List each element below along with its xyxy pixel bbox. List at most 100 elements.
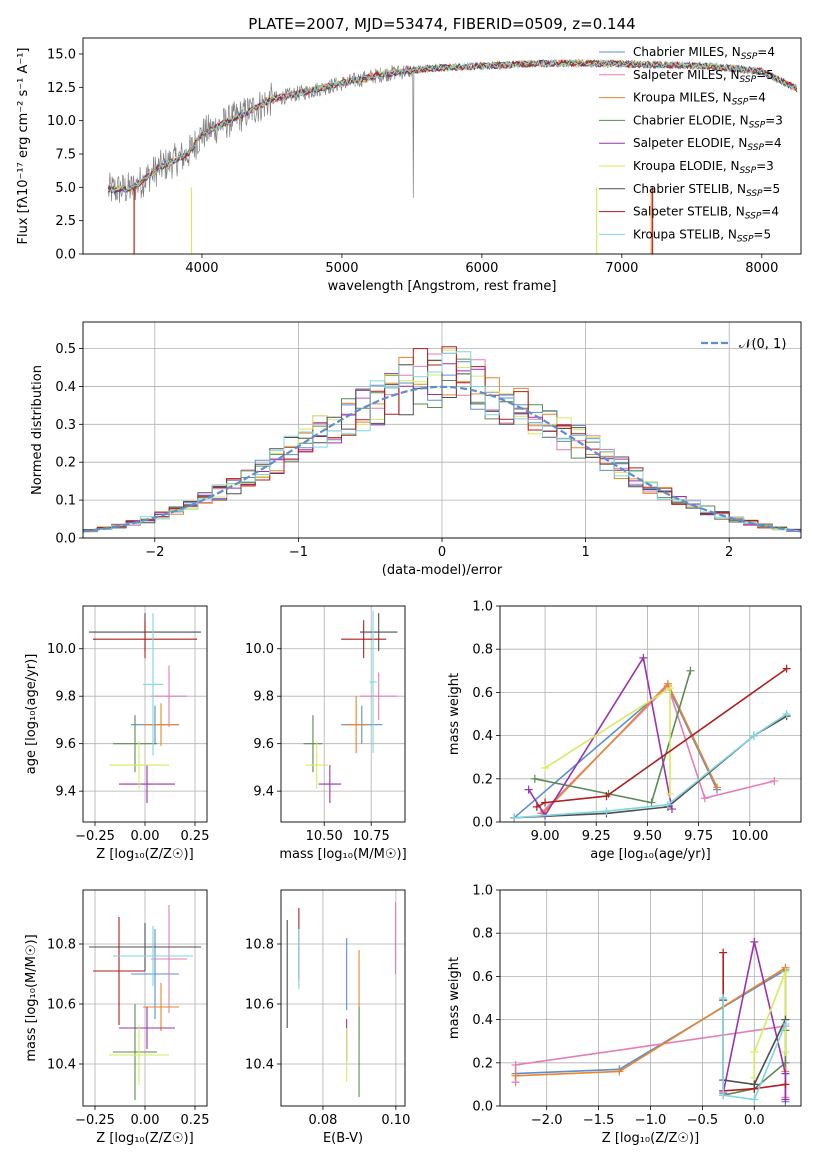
- panel-mass-vs-Z: −0.25 0.00 0.25 10.4 10.6 10.8 Z [log₁₀(Z/Z☉)]…: [24, 889, 209, 1146]
- weight-marker: [530, 774, 539, 783]
- x-tick-label: −1: [289, 545, 308, 560]
- errorbar-point-2: [143, 983, 179, 1031]
- y-tick-label: 7.5: [55, 148, 76, 163]
- weight-marker: [719, 948, 728, 957]
- y-tick-label: 1.0: [472, 600, 493, 615]
- errorbar-point-5: [109, 741, 169, 789]
- y-tick-label: 9.6: [253, 737, 274, 752]
- legend-entry: Kroupa ELODIE, NSSP=3: [633, 159, 774, 176]
- axes-border: [499, 605, 802, 823]
- x-axis-label: Z [log₁₀(Z/Z☉)]: [602, 1131, 699, 1146]
- plot-area: [89, 613, 201, 804]
- y-tick-label: 5.0: [55, 181, 76, 196]
- errorbar-point-3: [113, 1004, 157, 1100]
- weight-marker: [713, 783, 722, 792]
- y-tick-label: 0.4: [472, 729, 493, 744]
- axes-frame: 4000 5000 6000 7000 8000 0.0 2.5 5.0 7.5 10.0 12.5…: [16, 37, 802, 294]
- errorbar-point-1: [359, 672, 398, 720]
- weight-line-8: [722, 998, 787, 1101]
- legend-subscript: SSP: [740, 166, 757, 176]
- errorbar-point-0: [131, 929, 179, 1019]
- axes-frame: 0.08 0.10 10.4 10.6 10.8 E(B-V): [245, 889, 410, 1146]
- x-tick-label: 10.75: [353, 829, 390, 844]
- legend-subscript: SSP: [749, 120, 766, 130]
- weight-marker: [750, 937, 759, 946]
- weight-marker: [781, 968, 790, 977]
- legend-entry: Kroupa MILES, NSSP=4: [633, 91, 766, 108]
- y-tick-label: 10.6: [245, 998, 274, 1013]
- panel-age-vs-Z: −0.25 0.00 0.25 9.4 9.6 9.8 10.0 Z [log₁₀(Z/Z☉)…: [24, 605, 209, 862]
- weight-marker: [510, 813, 519, 822]
- y-tick-label: 0.8: [472, 643, 493, 658]
- weight-marker: [665, 684, 674, 693]
- model-line-8: [108, 59, 798, 195]
- panel-mass-vs-ebv: 0.08 0.10 10.4 10.6 10.8 E(B-V): [245, 889, 410, 1146]
- legend-value: =5: [763, 182, 781, 196]
- legend-text: Chabrier MILES, N: [633, 45, 741, 59]
- weight-marker: [750, 1084, 759, 1093]
- legend-value: =3: [765, 113, 783, 127]
- errorbar-point-8: [113, 926, 193, 986]
- weight-marker: [602, 792, 611, 801]
- y-tick-label: 10.8: [47, 938, 76, 953]
- weight-marker: [781, 1019, 790, 1028]
- legend-value: =4: [748, 91, 766, 105]
- x-tick-label: 8000: [745, 261, 778, 276]
- errorbar-point-7: [93, 620, 197, 659]
- legend-subscript: SSP: [745, 212, 762, 222]
- weight-marker: [750, 1048, 759, 1056]
- weight-marker: [665, 789, 674, 798]
- weight-line-2: [542, 682, 718, 814]
- y-tick-label: 0.6: [472, 686, 493, 701]
- panel-spectrum: 4000 5000 6000 7000 8000 0.0 2.5 5.0 7.5 10.0 12.5…: [16, 15, 802, 294]
- legend: 𝒩(0, 1): [701, 337, 786, 352]
- y-tick-label: 0.4: [55, 380, 76, 395]
- errorbar-point-2: [143, 703, 179, 747]
- legend-value: =4: [764, 136, 782, 150]
- legend-value: =5: [753, 227, 771, 241]
- x-tick-label: 10.00: [731, 829, 768, 844]
- errorbar-point-2: [344, 696, 368, 754]
- legend-text: Chabrier STELIB, N: [633, 182, 746, 196]
- weight-marker: [615, 1067, 624, 1076]
- legend-subscript: SSP: [746, 189, 763, 199]
- legend-text: Chabrier ELODIE, N: [633, 113, 749, 127]
- weight-marker: [781, 1080, 790, 1089]
- legend-value: =5: [756, 68, 774, 82]
- y-tick-label: 10.0: [47, 642, 76, 657]
- x-axis-label: Z [log₁₀(Z/Z☉)]: [96, 1131, 193, 1146]
- y-axis-label: Normed distribution: [30, 365, 45, 495]
- errorbar-point-6: [359, 613, 398, 652]
- plot-area: [510, 653, 791, 822]
- y-tick-label: 9.6: [55, 737, 76, 752]
- legend-text: Salpeter STELIB, N: [633, 205, 745, 219]
- weight-line-3: [534, 670, 692, 804]
- legend-value: =4: [761, 205, 779, 219]
- weight-marker: [782, 664, 791, 673]
- x-tick-label: 10.50: [306, 829, 343, 844]
- panel-weight-vs-age: 9.00 9.25 9.50 9.75 10.00 0.0 0.2 0.4 0.6 0.8 1.0 a…: [447, 600, 802, 862]
- y-tick-label: 0.6: [472, 970, 493, 985]
- x-tick-label: 0.10: [381, 1113, 410, 1128]
- x-tick-label: 9.50: [633, 829, 662, 844]
- legend-entry: Chabrier STELIB, NSSP=5: [633, 182, 780, 199]
- y-tick-label: 0.0: [55, 532, 76, 547]
- y-tick-label: 2.5: [55, 214, 76, 229]
- errorbar-point-4: [318, 765, 342, 804]
- legend-text: Salpeter ELODIE, N: [633, 136, 747, 150]
- legend-subscript: SSP: [747, 143, 764, 153]
- legend-text: Kroupa STELIB, N: [633, 227, 737, 241]
- weight-marker: [700, 794, 709, 803]
- x-tick-label: 1: [581, 545, 589, 560]
- weight-marker: [750, 1095, 759, 1104]
- legend-value: =3: [756, 159, 774, 173]
- weight-marker: [770, 776, 779, 785]
- y-tick-label: 0.4: [472, 1013, 493, 1028]
- x-axis-label: (data-model)/error: [382, 563, 503, 578]
- plot-area: [107, 58, 798, 254]
- errorbar-point-7: [341, 620, 387, 659]
- x-tick-label: −1.5: [583, 1113, 615, 1128]
- weight-marker: [541, 798, 550, 807]
